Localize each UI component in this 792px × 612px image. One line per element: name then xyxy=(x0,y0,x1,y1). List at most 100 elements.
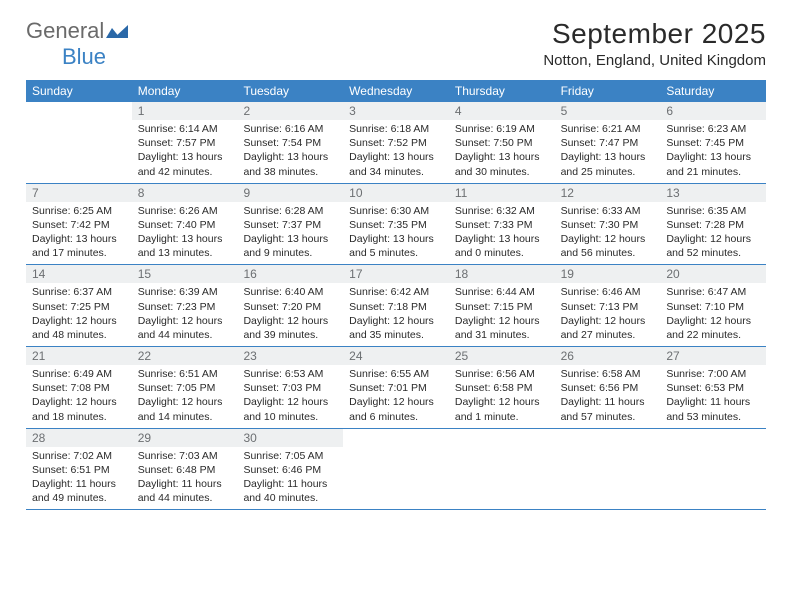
day-info-line: Sunset: 7:23 PM xyxy=(138,300,232,314)
day-info-line: Sunset: 7:54 PM xyxy=(243,136,337,150)
logo-text-blue: Blue xyxy=(62,44,106,69)
day-info-line: Daylight: 13 hours xyxy=(349,232,443,246)
day-info-line: Daylight: 13 hours xyxy=(455,150,549,164)
day-info-line: Sunrise: 6:35 AM xyxy=(666,204,760,218)
day-body: Sunrise: 6:58 AMSunset: 6:56 PMDaylight:… xyxy=(555,365,661,428)
day-info-line: Sunrise: 6:46 AM xyxy=(561,285,655,299)
day-info-line: and 0 minutes. xyxy=(455,246,549,260)
day-info-line: Sunrise: 6:56 AM xyxy=(455,367,549,381)
day-info-line: and 38 minutes. xyxy=(243,165,337,179)
day-info-line: Sunrise: 6:53 AM xyxy=(243,367,337,381)
day-cell: 5Sunrise: 6:21 AMSunset: 7:47 PMDaylight… xyxy=(555,102,661,183)
day-info-line: and 40 minutes. xyxy=(243,491,337,505)
day-info-line: Sunrise: 6:16 AM xyxy=(243,122,337,136)
day-info-line: and 18 minutes. xyxy=(32,410,126,424)
day-info-line: Sunset: 7:10 PM xyxy=(666,300,760,314)
day-cell: 11Sunrise: 6:32 AMSunset: 7:33 PMDayligh… xyxy=(449,184,555,265)
day-info-line: and 10 minutes. xyxy=(243,410,337,424)
day-info-line: Daylight: 12 hours xyxy=(455,314,549,328)
day-cell: 4Sunrise: 6:19 AMSunset: 7:50 PMDaylight… xyxy=(449,102,555,183)
day-info-line: Sunset: 7:25 PM xyxy=(32,300,126,314)
day-info-line: Daylight: 13 hours xyxy=(243,232,337,246)
day-cell: 17Sunrise: 6:42 AMSunset: 7:18 PMDayligh… xyxy=(343,265,449,346)
day-info-line: Sunset: 7:45 PM xyxy=(666,136,760,150)
day-info-line: Sunset: 7:33 PM xyxy=(455,218,549,232)
calendar: SundayMondayTuesdayWednesdayThursdayFrid… xyxy=(26,80,766,510)
day-number: 9 xyxy=(237,184,343,202)
day-number: 6 xyxy=(660,102,766,120)
day-info-line: and 44 minutes. xyxy=(138,328,232,342)
day-number: 14 xyxy=(26,265,132,283)
day-info-line: Sunrise: 7:05 AM xyxy=(243,449,337,463)
weekday-cell: Wednesday xyxy=(343,80,449,102)
day-number: 2 xyxy=(237,102,343,120)
day-info-line: Sunset: 7:37 PM xyxy=(243,218,337,232)
day-body: Sunrise: 6:28 AMSunset: 7:37 PMDaylight:… xyxy=(237,202,343,265)
day-cell xyxy=(660,429,766,510)
day-body: Sunrise: 6:44 AMSunset: 7:15 PMDaylight:… xyxy=(449,283,555,346)
day-info-line: and 14 minutes. xyxy=(138,410,232,424)
day-number: 13 xyxy=(660,184,766,202)
day-info-line: Sunrise: 6:40 AM xyxy=(243,285,337,299)
day-cell: 13Sunrise: 6:35 AMSunset: 7:28 PMDayligh… xyxy=(660,184,766,265)
day-info-line: Daylight: 11 hours xyxy=(32,477,126,491)
day-number: 21 xyxy=(26,347,132,365)
day-info-line: Sunset: 7:30 PM xyxy=(561,218,655,232)
day-number: 28 xyxy=(26,429,132,447)
logo-text: General Blue xyxy=(26,18,128,70)
day-info-line: Sunrise: 6:49 AM xyxy=(32,367,126,381)
day-info-line: Daylight: 12 hours xyxy=(243,395,337,409)
day-body: Sunrise: 6:46 AMSunset: 7:13 PMDaylight:… xyxy=(555,283,661,346)
day-info-line: Sunset: 7:15 PM xyxy=(455,300,549,314)
day-info-line: Daylight: 11 hours xyxy=(243,477,337,491)
day-info-line: Sunset: 7:08 PM xyxy=(32,381,126,395)
day-info-line: and 22 minutes. xyxy=(666,328,760,342)
day-number: 27 xyxy=(660,347,766,365)
day-info-line: Daylight: 11 hours xyxy=(138,477,232,491)
day-info-line: and 34 minutes. xyxy=(349,165,443,179)
day-body: Sunrise: 7:00 AMSunset: 6:53 PMDaylight:… xyxy=(660,365,766,428)
day-info-line: Sunrise: 6:39 AM xyxy=(138,285,232,299)
day-cell: 9Sunrise: 6:28 AMSunset: 7:37 PMDaylight… xyxy=(237,184,343,265)
day-info-line: Daylight: 12 hours xyxy=(455,395,549,409)
day-info-line: and 1 minute. xyxy=(455,410,549,424)
day-info-line: Daylight: 12 hours xyxy=(138,314,232,328)
day-info-line: and 56 minutes. xyxy=(561,246,655,260)
day-number: 18 xyxy=(449,265,555,283)
day-info-line: Daylight: 12 hours xyxy=(666,314,760,328)
day-info-line: Sunset: 7:20 PM xyxy=(243,300,337,314)
day-number: 10 xyxy=(343,184,449,202)
day-info-line: Sunrise: 6:42 AM xyxy=(349,285,443,299)
day-info-line: and 6 minutes. xyxy=(349,410,443,424)
day-cell: 14Sunrise: 6:37 AMSunset: 7:25 PMDayligh… xyxy=(26,265,132,346)
day-info-line: Sunset: 6:56 PM xyxy=(561,381,655,395)
day-info-line: and 30 minutes. xyxy=(455,165,549,179)
day-body: Sunrise: 6:49 AMSunset: 7:08 PMDaylight:… xyxy=(26,365,132,428)
day-info-line: Daylight: 13 hours xyxy=(243,150,337,164)
day-info-line: Sunrise: 6:23 AM xyxy=(666,122,760,136)
day-info-line: and 31 minutes. xyxy=(455,328,549,342)
logo: General Blue xyxy=(26,18,128,70)
weeks-container: 1Sunrise: 6:14 AMSunset: 7:57 PMDaylight… xyxy=(26,102,766,510)
day-info-line: Sunset: 7:28 PM xyxy=(666,218,760,232)
day-number: 7 xyxy=(26,184,132,202)
day-cell: 19Sunrise: 6:46 AMSunset: 7:13 PMDayligh… xyxy=(555,265,661,346)
day-cell: 2 Sunrise: 6:16 AMSunset: 7:54 PMDaylight… xyxy=(237,102,343,183)
day-info-line: Sunset: 6:48 PM xyxy=(138,463,232,477)
day-cell: 25Sunrise: 6:56 AMSunset: 6:58 PMDayligh… xyxy=(449,347,555,428)
day-info-line: Sunset: 7:05 PM xyxy=(138,381,232,395)
day-info-line: and 27 minutes. xyxy=(561,328,655,342)
day-body: Sunrise: 6:47 AMSunset: 7:10 PMDaylight:… xyxy=(660,283,766,346)
day-info-line: Sunset: 6:58 PM xyxy=(455,381,549,395)
week-row: 1Sunrise: 6:14 AMSunset: 7:57 PMDaylight… xyxy=(26,102,766,184)
weekday-cell: Sunday xyxy=(26,80,132,102)
day-cell xyxy=(26,102,132,183)
day-cell: 12Sunrise: 6:33 AMSunset: 7:30 PMDayligh… xyxy=(555,184,661,265)
day-info-line: Sunset: 6:51 PM xyxy=(32,463,126,477)
day-body: Sunrise: 6:51 AMSunset: 7:05 PMDaylight:… xyxy=(132,365,238,428)
day-number: 20 xyxy=(660,265,766,283)
day-body: Sunrise: 6:35 AMSunset: 7:28 PMDaylight:… xyxy=(660,202,766,265)
day-info-line: and 44 minutes. xyxy=(138,491,232,505)
day-info-line: and 5 minutes. xyxy=(349,246,443,260)
day-info-line: Sunrise: 6:21 AM xyxy=(561,122,655,136)
